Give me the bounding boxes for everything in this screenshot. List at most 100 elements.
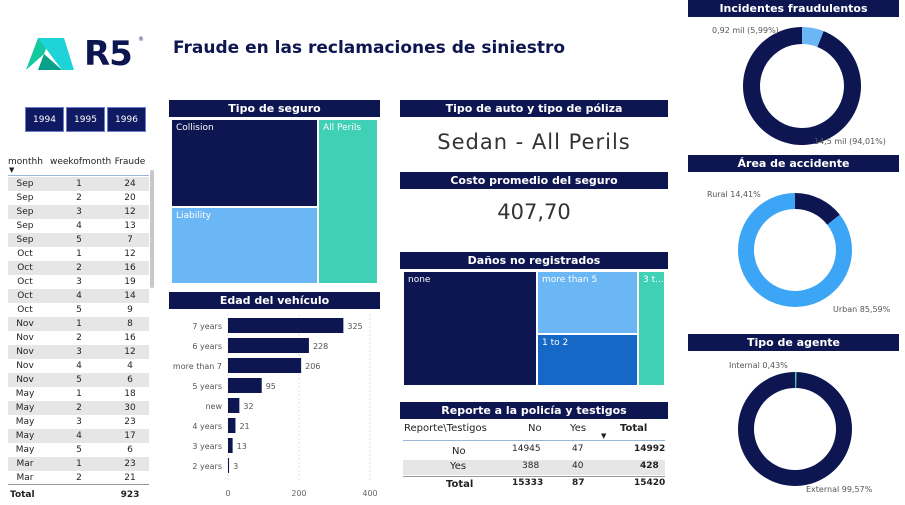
reporte-total-label: Total xyxy=(446,479,474,490)
cell-month: Oct xyxy=(17,263,33,273)
registered-icon: ® xyxy=(138,36,144,43)
bar[interactable] xyxy=(228,338,309,353)
bar-value-label: 228 xyxy=(313,342,328,351)
cell-week: 1 xyxy=(76,389,82,399)
cell-week: 3 xyxy=(76,277,82,287)
sort-desc-icon[interactable]: ▼ xyxy=(9,166,15,174)
reporte-cell: 14992 xyxy=(634,444,666,454)
bar[interactable] xyxy=(228,458,230,473)
table-row[interactable]: May 2 30 xyxy=(8,401,149,415)
tipo-auto-header: Tipo de auto y tipo de póliza xyxy=(400,100,668,117)
bar-value-label: 13 xyxy=(237,442,247,451)
col-header-fraude[interactable]: Fraude xyxy=(114,157,146,167)
table-row[interactable]: Sep 2 20 xyxy=(8,191,149,205)
bar[interactable] xyxy=(228,438,233,453)
table-row[interactable]: Nov 5 6 xyxy=(8,373,149,387)
reporte-col-no[interactable]: No xyxy=(528,423,542,434)
table-row[interactable]: Sep 1 24 xyxy=(8,177,149,191)
table-row[interactable]: Nov 2 16 xyxy=(8,331,149,345)
total-value: 923 xyxy=(120,490,140,500)
table-row[interactable]: Oct 4 14 xyxy=(8,289,149,303)
bar[interactable] xyxy=(228,398,240,413)
sort-desc-icon[interactable]: ▼ xyxy=(601,432,607,440)
costo-value: 407,70 xyxy=(497,200,571,224)
cell-week: 2 xyxy=(76,263,82,273)
year-button-1995[interactable]: 1995 xyxy=(66,107,105,132)
table-row[interactable]: Sep 5 7 xyxy=(8,233,149,247)
incidentes-header: Incidentes fraudulentos xyxy=(688,0,899,17)
table-row[interactable]: Sep 4 13 xyxy=(8,219,149,233)
cell-week: 1 xyxy=(76,459,82,469)
tipo-auto-value: Sedan - All Perils xyxy=(437,130,631,154)
cell-fraude: 6 xyxy=(127,375,133,385)
cell-week: 2 xyxy=(76,333,82,343)
reporte-cell: 15420 xyxy=(634,478,666,488)
category-label: new xyxy=(205,402,222,411)
bar-value-label: 3 xyxy=(233,462,238,471)
table-row[interactable]: Nov 3 12 xyxy=(8,345,149,359)
cell-fraude: 30 xyxy=(124,403,136,413)
header-divider xyxy=(8,175,149,176)
table-row[interactable]: May 5 6 xyxy=(8,443,149,457)
edad-vehiculo-header: Edad del vehículo xyxy=(169,292,380,309)
year-button-1994[interactable]: 1994 xyxy=(25,107,64,132)
table-scrollbar[interactable] xyxy=(150,170,154,288)
cell-month: May xyxy=(15,445,35,455)
col-header-weekofmonth[interactable]: weekofmonth xyxy=(50,157,112,167)
tile-1-to-2[interactable]: 1 to 2 xyxy=(537,334,638,386)
reporte-total-divider xyxy=(403,476,665,477)
year-button-1996[interactable]: 1996 xyxy=(107,107,146,132)
cell-month: Sep xyxy=(16,193,34,203)
donut-slice[interactable] xyxy=(795,372,797,389)
reporte-col-total[interactable]: Total xyxy=(620,423,648,434)
cell-month: Nov xyxy=(16,361,34,371)
tile-liability[interactable]: Liability xyxy=(171,207,318,284)
table-row[interactable]: May 1 18 xyxy=(8,387,149,401)
bar-value-label: 206 xyxy=(305,362,320,371)
reporte-col-yes[interactable]: Yes xyxy=(570,423,587,434)
table-row[interactable]: Oct 2 16 xyxy=(8,261,149,275)
cell-fraude: 21 xyxy=(124,473,136,483)
donut-slice[interactable] xyxy=(795,193,840,225)
table-header: monthh weekofmonth Fraude xyxy=(8,155,149,169)
table-row[interactable]: Oct 5 9 xyxy=(8,303,149,317)
bar[interactable] xyxy=(228,378,262,393)
table-row[interactable]: Nov 4 4 xyxy=(8,359,149,373)
reporte-cell: 15333 xyxy=(512,478,544,488)
r5-logo: R5 ® xyxy=(24,34,154,74)
bar[interactable] xyxy=(228,358,302,373)
tile-all-perils[interactable]: All Perils xyxy=(318,119,378,284)
table-row[interactable]: Oct 3 19 xyxy=(8,275,149,289)
table-row[interactable]: May 3 23 xyxy=(8,415,149,429)
tile-3-to[interactable]: 3 t... xyxy=(638,271,665,386)
cell-fraude: 4 xyxy=(127,361,133,371)
cell-fraude: 17 xyxy=(124,431,136,441)
table-row[interactable]: Mar 1 23 xyxy=(8,457,149,471)
cell-month: May xyxy=(15,403,35,413)
donut-slice[interactable] xyxy=(743,27,861,145)
agente-donut xyxy=(738,372,853,486)
tipo-seguro-header: Tipo de seguro xyxy=(169,100,380,117)
table-row[interactable]: May 4 17 xyxy=(8,429,149,443)
bar[interactable] xyxy=(228,418,236,433)
cell-week: 3 xyxy=(76,347,82,357)
reporte-row-no-label: No xyxy=(452,446,466,457)
tile-collision[interactable]: Collision xyxy=(171,119,318,207)
agente-label-large: External 99,57% xyxy=(806,485,873,494)
cell-month: Oct xyxy=(17,277,33,287)
cell-week: 5 xyxy=(76,235,82,245)
table-row[interactable]: Mar 2 21 xyxy=(8,471,149,485)
col-header-monthh[interactable]: monthh xyxy=(8,157,43,167)
cell-week: 3 xyxy=(76,207,82,217)
tile-none[interactable]: none xyxy=(403,271,537,386)
cell-month: Nov xyxy=(16,319,34,329)
table-row[interactable]: Nov 1 8 xyxy=(8,317,149,331)
table-row[interactable]: Sep 3 12 xyxy=(8,205,149,219)
table-row[interactable]: Oct 1 12 xyxy=(8,247,149,261)
cell-fraude: 6 xyxy=(127,445,133,455)
bar[interactable] xyxy=(228,318,344,333)
donut-slice[interactable] xyxy=(738,372,853,486)
tile-more-than-5[interactable]: more than 5 xyxy=(537,271,638,334)
cell-week: 2 xyxy=(76,473,82,483)
donut-slice[interactable] xyxy=(802,27,824,47)
